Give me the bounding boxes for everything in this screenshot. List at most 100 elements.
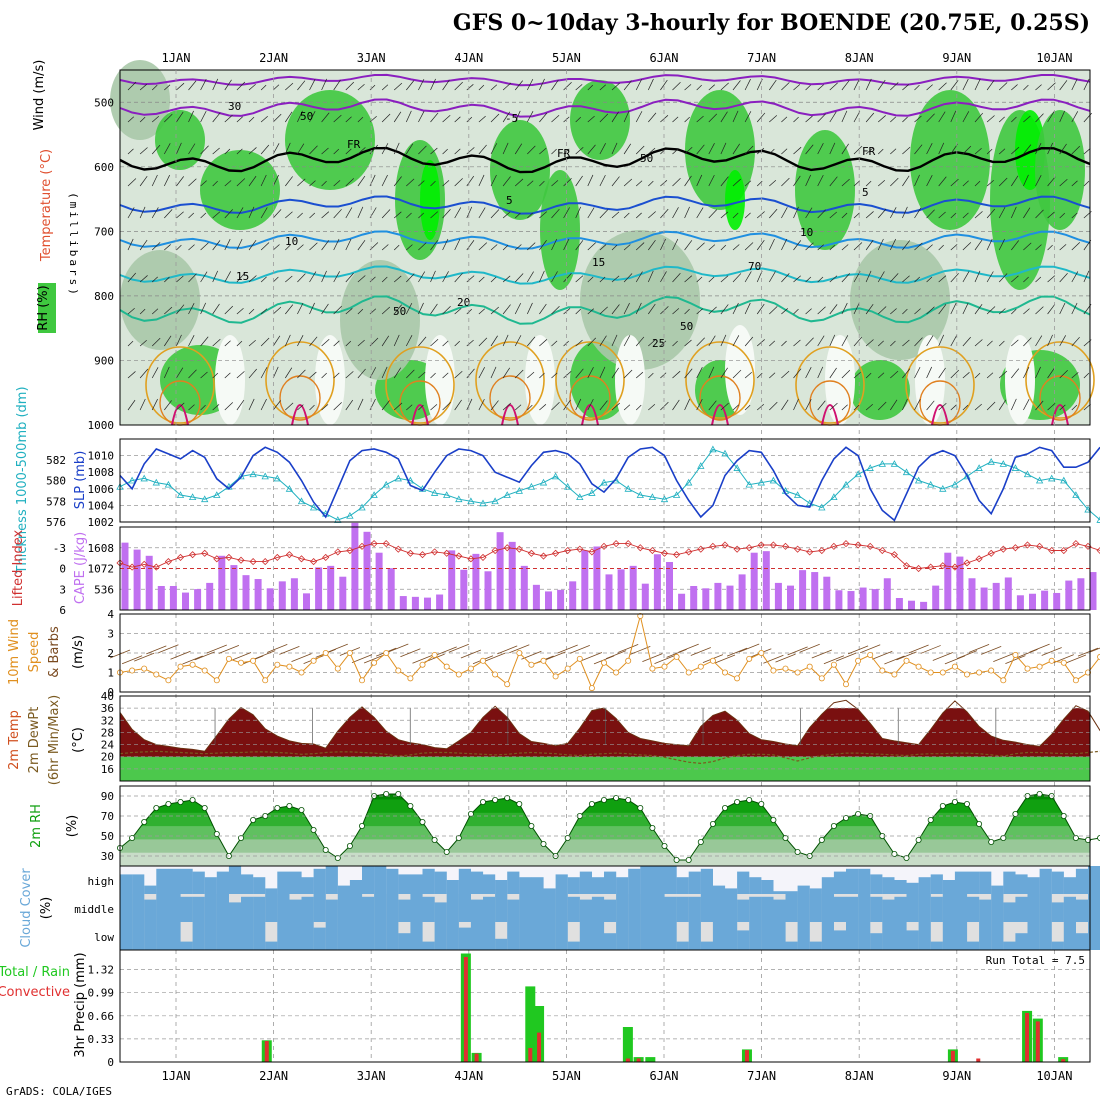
thickness-line-point: [636, 491, 644, 498]
wind-barb-10m: [182, 655, 203, 665]
wind-barb: [393, 334, 400, 347]
rh-line-point: [201, 805, 208, 812]
wind-barb: [938, 82, 947, 91]
wind-barb: [357, 239, 366, 251]
cloud-low-bar: [156, 922, 169, 950]
thickness-line-point: [358, 503, 366, 511]
wind-barb: [926, 366, 933, 379]
lifted-axis-label: Lifted Index: [11, 529, 26, 606]
wind-barb-10m: [1089, 647, 1100, 653]
wind-barb: [962, 111, 970, 123]
cloud-low-bar: [979, 922, 992, 950]
wind-barb: [587, 276, 594, 283]
cloud-high-bar: [688, 871, 701, 894]
wind-barb: [1047, 111, 1055, 123]
wind-barb: [926, 244, 933, 251]
wind-barb: [200, 404, 206, 411]
cloud-middle-bar: [204, 894, 217, 922]
cloud-middle-bar: [664, 896, 677, 922]
wind-speed-line-point: [455, 671, 462, 678]
wind-barb: [890, 340, 896, 347]
wind-barb: [938, 244, 944, 251]
cloud-low-bar: [120, 922, 133, 950]
wind-barb: [611, 82, 620, 91]
contour-label: FR: [557, 147, 571, 160]
cloud-low-bar: [519, 922, 532, 950]
wind-barb: [756, 303, 765, 315]
cloud-axis-label-a: Cloud Cover: [19, 868, 34, 948]
thickness-line-point: [588, 489, 596, 496]
wind-barb: [151, 367, 159, 379]
lifted-index-line-point: [660, 549, 669, 557]
lifted-index-line-point: [176, 553, 185, 561]
lifted-index-line-point: [866, 542, 874, 550]
pressure-tick: 900: [94, 354, 114, 367]
wind-barb: [1011, 275, 1019, 283]
isotherm-15: [119, 265, 1091, 285]
wind-barb: [539, 180, 545, 187]
wind-barb: [151, 276, 158, 283]
wind-barb: [635, 212, 642, 219]
wind-barb: [454, 178, 463, 187]
wind-legend: Wind (m/s): [32, 60, 47, 131]
thickness-line-point: [382, 480, 390, 488]
wind-barb: [454, 272, 463, 283]
cape-bar: [847, 591, 855, 610]
cloud-high-bar: [120, 874, 133, 894]
wind-barb-10m: [327, 643, 348, 653]
wind-barb: [236, 81, 246, 91]
wind-barb: [405, 335, 413, 347]
thickness-line-point: [927, 480, 935, 488]
rh-line-point: [479, 799, 486, 806]
wind-barb: [817, 400, 826, 411]
rh-line-point: [213, 831, 220, 838]
wind-barb: [345, 308, 353, 315]
wind-barb-10m: [206, 644, 227, 654]
rh-area: [155, 110, 205, 170]
wind-barb: [744, 145, 754, 155]
wind-barb: [938, 275, 947, 283]
wind-barb: [454, 399, 462, 411]
wind-barb-10m: [509, 644, 530, 654]
wind-barb: [127, 272, 137, 283]
wind-barb: [212, 112, 221, 123]
wind-barb: [1059, 178, 1068, 187]
cape-bar: [460, 569, 468, 610]
wind-speed-line-point: [225, 655, 232, 662]
wind-speed-line-point: [637, 612, 644, 619]
wind-barb: [986, 271, 994, 283]
wind-barb: [1071, 111, 1079, 123]
wind-barb: [514, 335, 522, 347]
wind-barb: [309, 302, 315, 315]
wind-barb-10m: [557, 644, 578, 654]
contour-label: 25: [652, 337, 665, 350]
wind-barb: [708, 306, 717, 315]
cape-bar: [557, 589, 565, 610]
wind-barb: [684, 308, 690, 315]
rh-line-point: [855, 811, 862, 818]
wind-barb: [635, 371, 644, 379]
lifted-index-line-point: [757, 541, 765, 549]
thickness-tick: 578: [46, 495, 66, 508]
wind-speed-line-point: [395, 667, 402, 674]
wind-barb: [1071, 372, 1079, 379]
wind-barb: [212, 372, 219, 379]
wind-barb: [478, 398, 485, 411]
wind-barb: [333, 114, 342, 123]
lifted-index-line-point: [769, 541, 777, 549]
cloud-low-bar: [942, 922, 955, 950]
cape-bar: [811, 572, 819, 610]
cloud-low-bar: [870, 933, 883, 950]
cloud-high-bar: [700, 868, 713, 894]
lifted-index-line-point: [539, 552, 548, 560]
rh-contour-label: 50: [640, 152, 653, 165]
wind-barb: [890, 116, 897, 123]
wind-barb: [309, 145, 318, 155]
thickness-line-point: [963, 472, 971, 480]
cape-bar: [920, 601, 928, 610]
wind-barb: [188, 369, 197, 379]
wind-barb: [527, 336, 536, 347]
cloud-middle-bar: [749, 896, 762, 922]
cloud-middle-bar: [519, 894, 532, 922]
